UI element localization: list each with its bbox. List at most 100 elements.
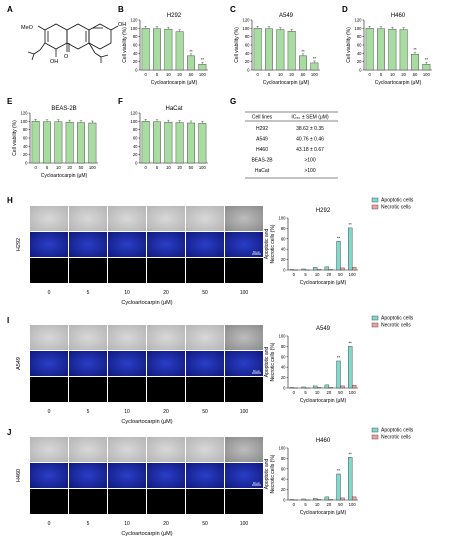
y-tick-label: 20 <box>281 257 286 262</box>
bar-apoptotic <box>289 269 295 271</box>
table-row: H292 38.62 ± 0.35 <box>256 126 324 132</box>
bar <box>388 28 397 71</box>
y-axis-label: Cell viability (%) <box>234 27 240 63</box>
y-tick-label: 120 <box>131 18 139 23</box>
brightfield-image <box>108 325 146 350</box>
table-header-cell-lines: Cell lines <box>252 115 273 121</box>
pi-image <box>30 489 68 514</box>
dapi-image <box>147 463 185 488</box>
bar-apoptotic <box>289 499 295 501</box>
dapi-image <box>108 463 146 488</box>
table-header-ic50: IC₅₀ ± SEM (μM) <box>291 115 329 121</box>
bar-apoptotic <box>301 498 306 501</box>
x-tick-label: 5 <box>304 272 307 277</box>
y-tick-label: 80 <box>357 34 362 39</box>
y-tick-label: 120 <box>243 18 251 23</box>
x-tick-label: 10 <box>56 165 61 170</box>
bar-apoptotic <box>313 385 318 389</box>
dose-label: 0 <box>48 521 51 527</box>
legend-label: Apoptotic cells <box>381 198 414 204</box>
micrograph-grid-j: H460 0 5 10 20 50 100 50 μm Cycloartocarpin (μM) <box>16 437 263 537</box>
bar <box>187 122 195 164</box>
y-tick-label: 60 <box>281 466 286 471</box>
pi-image <box>147 258 185 283</box>
bar-apoptotic <box>313 498 318 501</box>
legend-swatch <box>371 322 379 328</box>
y-tick-label: 40 <box>133 51 138 56</box>
ic50-table: Cell lines IC₅₀ ± SEM (μM) H292 38.62 ± … <box>245 111 338 179</box>
x-tick-label: 5 <box>304 390 307 395</box>
bar-apoptotic <box>336 473 341 501</box>
y-tick-label: 0 <box>25 161 28 166</box>
y-tick-label: 80 <box>23 127 28 132</box>
y-tick-label: 80 <box>245 34 250 39</box>
pi-image <box>147 377 185 402</box>
x-tick-label: 0 <box>293 272 296 277</box>
x-tick-label: 5 <box>156 72 159 77</box>
bar-necrotic <box>340 385 345 389</box>
brightfield-image <box>186 206 224 231</box>
y-axis-label-line1: Apoptotic and <box>264 346 270 377</box>
significance-label: ** <box>301 49 305 54</box>
legend-swatch <box>371 197 379 203</box>
bar <box>153 28 161 71</box>
y-tick-label: 100 <box>279 446 287 451</box>
y-tick-label: 100 <box>279 334 287 339</box>
y-tick-label: 120 <box>131 111 139 116</box>
y-tick-label: 60 <box>281 354 286 359</box>
dose-label: 10 <box>124 521 130 527</box>
bar-apoptotic <box>313 267 318 271</box>
x-tick-label: 10 <box>166 72 171 77</box>
pi-image <box>108 258 146 283</box>
significance-label: ** <box>313 56 317 61</box>
bar <box>310 62 319 71</box>
x-tick-label: 0 <box>293 390 296 395</box>
pi-image <box>147 489 185 514</box>
x-tick-label: 10 <box>315 502 320 507</box>
bar <box>422 63 431 71</box>
brightfield-image <box>225 206 263 231</box>
panel-letter-i: I <box>7 316 9 325</box>
scale-bar-label: 50 μm <box>253 251 260 254</box>
dapi-image <box>108 232 146 257</box>
y-axis-label-line2: Necrotic cells (%) <box>270 224 276 263</box>
legend-swatch <box>371 434 379 440</box>
dose-label: 10 <box>124 409 130 415</box>
chemical-structure <box>27 23 119 63</box>
y-tick-label: 0 <box>359 68 362 73</box>
y-tick-label: 20 <box>133 152 138 157</box>
table-cell-ic50: 38.62 ± 0.35 <box>296 126 324 132</box>
bar-apoptotic <box>348 457 353 501</box>
brightfield-image <box>108 437 146 462</box>
panel-letter-h: H <box>7 196 13 205</box>
brightfield-image <box>147 437 185 462</box>
bar-necrotic <box>340 497 345 501</box>
chart-title: H292 <box>316 208 331 214</box>
x-tick-label: 10 <box>315 272 320 277</box>
x-tick-label: 0 <box>144 72 147 77</box>
legend-swatch <box>371 204 379 210</box>
legend-label: Apoptotic cells <box>381 428 414 434</box>
table-cell-ic50: 40.76 ± 0.46 <box>296 137 324 143</box>
y-axis-label-line1: Apoptotic and <box>264 228 270 259</box>
bar <box>153 121 161 164</box>
bar <box>299 55 307 71</box>
table-row: H460 43.18 ± 0.67 <box>256 147 324 153</box>
x-tick-label: 100 <box>349 390 357 395</box>
significance-label: ** <box>349 340 353 345</box>
table-cell-ic50: >100 <box>304 158 315 164</box>
bar <box>175 31 184 71</box>
dose-label: 50 <box>202 521 208 527</box>
bar-necrotic <box>351 496 357 501</box>
dapi-image <box>186 351 224 376</box>
y-axis-label: Cell viability (%) <box>12 120 18 156</box>
y-tick-label: 60 <box>133 43 138 48</box>
brightfield-image <box>225 325 263 350</box>
y-tick-label: 20 <box>281 375 286 380</box>
panel-letter-b: B <box>118 5 124 14</box>
bar <box>54 121 63 164</box>
